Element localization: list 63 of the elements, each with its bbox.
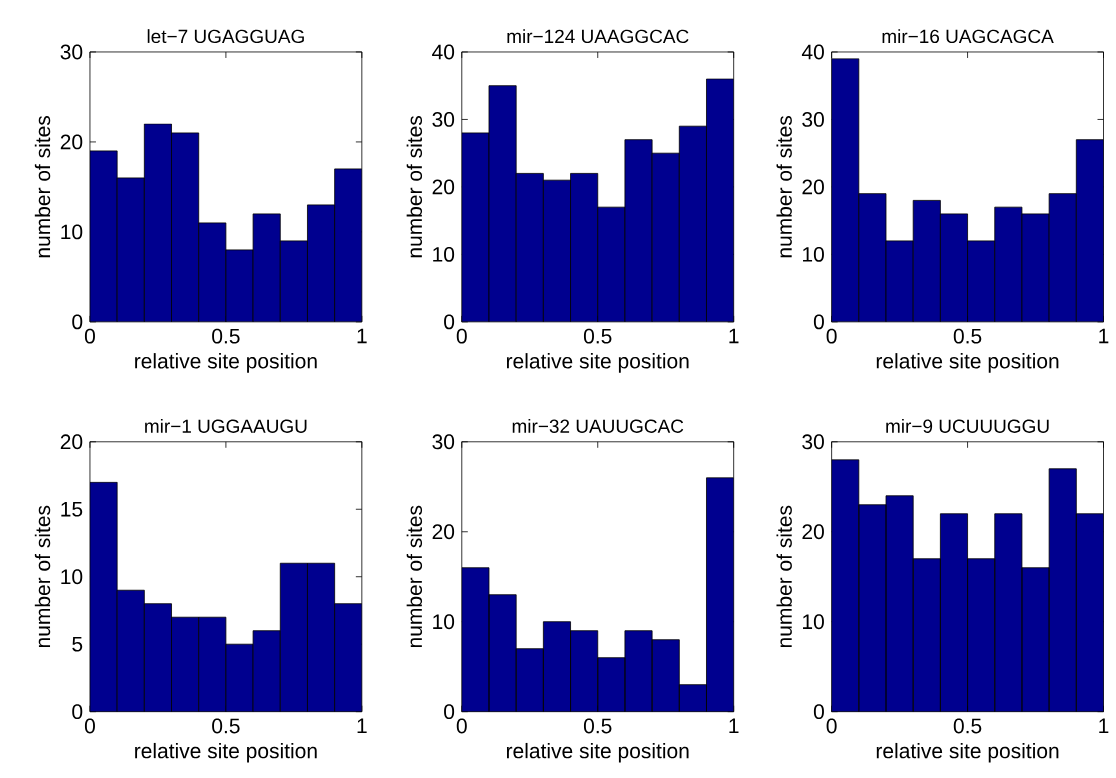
- x-tick-label: 1: [357, 328, 367, 344]
- x-tick-label: 1: [729, 718, 739, 734]
- x-tick-label: 1: [1099, 328, 1109, 344]
- x-tick-label: 1: [357, 718, 367, 734]
- y-tick-label: 30: [60, 44, 83, 60]
- y-tick-label: 20: [432, 524, 455, 540]
- y-tick-label: 10: [803, 614, 824, 630]
- y-tick-label: 0: [72, 314, 83, 330]
- y-tick-label: 0: [72, 704, 83, 720]
- x-tick-label: 0.5: [583, 718, 612, 734]
- y-axis-title: number of sites: [406, 505, 423, 648]
- chart-title: let−7 UGAGGUAG: [147, 29, 304, 44]
- y-axis-title: number of sites: [776, 116, 792, 258]
- x-tick-label: 0.5: [212, 718, 240, 734]
- y-tick-label: 30: [432, 434, 455, 450]
- y-tick-label: 20: [802, 524, 824, 540]
- y-tick-label: 30: [432, 112, 455, 128]
- y-tick-label: 30: [802, 112, 824, 128]
- x-axis-title: relative site position: [506, 743, 689, 763]
- y-tick-label: 10: [61, 224, 83, 240]
- x-tick-label: 0.5: [212, 328, 240, 344]
- y-tick-label: 40: [801, 44, 824, 60]
- x-tick-label: 0: [826, 718, 837, 734]
- x-axis-title: relative site position: [135, 743, 317, 763]
- y-tick-label: 20: [432, 179, 455, 195]
- y-tick-label: 10: [61, 569, 83, 585]
- x-tick-label: 0.5: [953, 328, 982, 344]
- x-tick-label: 1: [1099, 718, 1109, 734]
- y-tick-label: 10: [433, 614, 455, 630]
- y-tick-label: 10: [803, 247, 824, 262]
- chart-title: mir−1 UGGAAUGU: [145, 419, 307, 434]
- y-tick-label: 0: [813, 314, 824, 330]
- y-tick-label: 20: [802, 179, 824, 195]
- x-tick-label: 1: [729, 328, 739, 344]
- x-tick-label: 0.5: [953, 718, 982, 734]
- y-tick-label: 20: [60, 434, 83, 450]
- x-tick-label: 0: [826, 328, 837, 344]
- x-axis-title: relative site position: [876, 353, 1059, 373]
- x-axis-title: relative site position: [506, 353, 689, 373]
- chart-title: mir−16 UAGCAGCA: [882, 29, 1054, 44]
- y-axis-title: number of sites: [776, 505, 792, 648]
- y-tick-label: 15: [61, 502, 83, 517]
- x-axis-title: relative site position: [135, 353, 317, 373]
- x-tick-label: 0: [456, 718, 467, 734]
- x-tick-label: 0: [84, 718, 95, 734]
- y-tick-label: 5: [72, 637, 83, 652]
- y-tick-label: 0: [444, 314, 455, 330]
- y-tick-label: 30: [802, 434, 824, 450]
- chart-title: mir−124 UAAGGCAC: [507, 29, 689, 44]
- y-tick-label: 0: [813, 704, 824, 720]
- y-axis-title: number of sites: [34, 116, 51, 258]
- chart-title: mir−32 UAUUGCAC: [512, 419, 684, 434]
- y-axis-title: number of sites: [34, 505, 51, 648]
- x-tick-label: 0: [456, 328, 467, 344]
- y-axis-title: number of sites: [406, 116, 423, 258]
- x-tick-label: 0.5: [583, 328, 612, 344]
- x-axis-title: relative site position: [876, 743, 1059, 763]
- x-tick-label: 0: [84, 328, 95, 344]
- y-tick-label: 40: [432, 44, 455, 60]
- y-tick-label: 10: [433, 247, 455, 262]
- chart-title: mir−9 UCUUUGGU: [886, 419, 1049, 434]
- y-tick-label: 20: [60, 134, 83, 150]
- y-tick-label: 0: [444, 704, 455, 720]
